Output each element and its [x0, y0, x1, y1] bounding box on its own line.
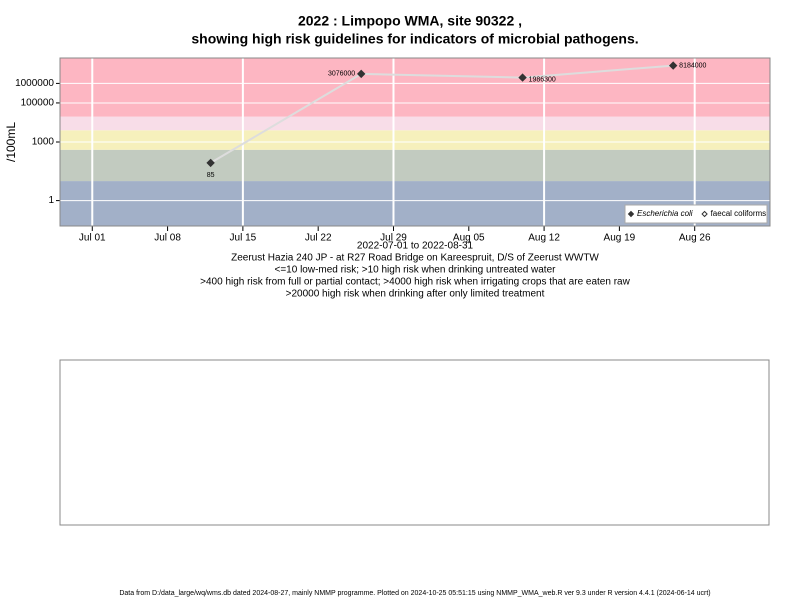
y-tick-label: 1 — [48, 195, 54, 206]
empty-panel — [59, 359, 770, 526]
x-tick-label: Jul 22 — [305, 233, 332, 244]
x-tick-label: Jul 01 — [79, 233, 106, 244]
x-tick-label: Aug 05 — [453, 233, 485, 244]
legend-label: Escherichia coli — [637, 209, 693, 218]
legend-marker — [701, 210, 708, 218]
legend-box — [624, 204, 768, 224]
note: <=10 low-med risk; >10 high risk when dr… — [275, 265, 557, 276]
data-point — [206, 158, 215, 168]
chart-subtitle: showing high risk guidelines for indicat… — [191, 31, 638, 47]
data-point — [357, 69, 366, 79]
y-axis-label: /100mL — [4, 122, 18, 162]
note: >20000 high risk when drinking after onl… — [286, 289, 545, 300]
data-point — [668, 61, 678, 70]
x-tick-label: Aug 19 — [604, 233, 636, 244]
series-line — [210, 64, 674, 164]
note: Zeerust Hazia 240 JP - at R27 Road Bridg… — [231, 253, 599, 264]
data-label: 1986300 — [529, 76, 556, 83]
risk-band — [60, 116, 770, 131]
x-tick-label: Aug 12 — [528, 233, 560, 244]
x-tick-label: Aug 26 — [679, 233, 711, 244]
x-tick-label: Jul 29 — [380, 233, 407, 244]
x-tick-label: Jul 08 — [154, 233, 181, 244]
plot-frame — [59, 57, 771, 227]
legend-label: faecal coliforms — [711, 209, 767, 218]
data-label: 8184000 — [679, 62, 706, 69]
chart-title: 2022 : Limpopo WMA, site 90322 , — [298, 13, 522, 29]
y-tick-label: 1000 — [32, 137, 55, 148]
footer: Data from D:/data_large/wq/wms.db dated … — [119, 590, 710, 597]
x-axis-label: 2022-07-01 to 2022-08-31 — [357, 241, 474, 252]
legend-marker — [627, 210, 635, 218]
y-tick-label: 1000000 — [15, 78, 54, 89]
y-tick-label: 100000 — [21, 98, 55, 109]
data-label: 3076000 — [328, 71, 355, 78]
data-label: 85 — [207, 172, 215, 179]
risk-band — [60, 149, 770, 182]
note: >400 high risk from full or partial cont… — [200, 277, 630, 288]
data-point — [518, 73, 527, 82]
risk-band — [60, 130, 770, 150]
x-tick-label: Jul 15 — [230, 233, 257, 244]
